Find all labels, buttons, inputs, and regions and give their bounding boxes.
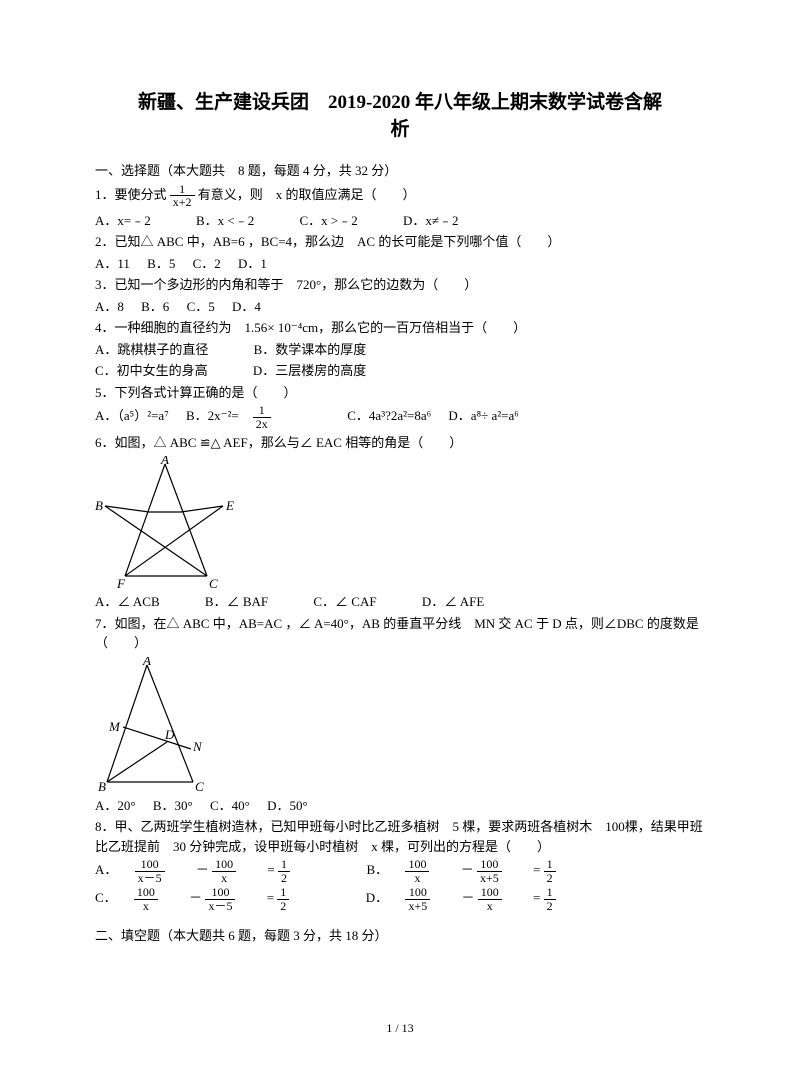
question-1: 1．要使分式 1 x+2 有意义，则 x 的取值应满足（ ） — [95, 183, 705, 209]
q7-opt-a: A．20° — [95, 798, 136, 813]
q5-opt-b: B．2x⁻²=12x — [186, 408, 302, 423]
svg-text:A: A — [160, 456, 169, 467]
svg-text:F: F — [116, 576, 126, 588]
q1-text-a: 1．要使分式 — [95, 187, 170, 202]
page-footer: 1 / 13 — [0, 1019, 800, 1037]
svg-text:C: C — [209, 576, 218, 588]
q4-opt-d: D．三层楼房的高度 — [253, 363, 366, 378]
q7-options: A．20° B．30° C．40° D．50° — [95, 796, 705, 816]
q6-options: A．∠ ACB B．∠ BAF C．∠ CAF D．∠ AFE — [95, 592, 705, 612]
svg-text:C: C — [195, 779, 204, 792]
q2-opt-d: D．1 — [238, 256, 267, 271]
q3-opt-b: B．6 — [141, 299, 169, 314]
svg-text:A: A — [142, 657, 151, 668]
q2-opt-b: B．5 — [147, 256, 175, 271]
question-2: 2．已知△ ABC 中，AB=6 ，BC=4，那么边 AC 的长可能是下列哪个值… — [95, 232, 705, 252]
q8-opt-c: C． 100x － 100x－5 = 12 — [95, 890, 321, 905]
q1-text-b: 有意义，则 x 的取值应满足（ ） — [198, 187, 416, 202]
figure-triangle: A M D N B C — [95, 657, 215, 792]
svg-text:B: B — [95, 498, 103, 513]
q6-opt-b: B．∠ BAF — [205, 594, 268, 609]
q8-opt-a: A． 100x－5 － 100x = 12 — [95, 862, 321, 877]
q3-opt-c: C．5 — [187, 299, 215, 314]
section-2-heading: 二、填空题（本大题共 6 题，每题 3 分，共 18 分） — [95, 926, 705, 946]
svg-text:D: D — [164, 727, 175, 742]
q4-opt-a: A．跳棋棋子的直径 — [95, 342, 208, 357]
question-6: 6．如图，△ ABC ≌△ AEF，那么与∠ EAC 相等的角是（ ） — [95, 433, 705, 453]
q8-options-row2: C． 100x － 100x－5 = 12 D． 100x+5 － 100x =… — [95, 886, 705, 912]
title-line2: 析 — [390, 119, 409, 140]
q8-opt-b: B． 100x － 100x+5 = 12 — [367, 862, 584, 877]
q1-fraction: 1 x+2 — [170, 183, 195, 209]
q7-opt-b: B．30° — [153, 798, 193, 813]
q5-opt-a: A．（a⁵）²=a⁷ — [95, 408, 169, 423]
q4-options-row2: C．初中女生的身高 D．三层楼房的高度 — [95, 361, 705, 381]
q2-opt-c: C．2 — [193, 256, 221, 271]
q3-opt-d: D．4 — [232, 299, 261, 314]
page-title: 新疆、生产建设兵团 2019-2020 年八年级上期末数学试卷含解 析 — [95, 90, 705, 143]
question-3: 3．已知一个多边形的内角和等于 720°，那么它的边数为（ ） — [95, 275, 705, 295]
q4-options-row1: A．跳棋棋子的直径 B．数学课本的厚度 — [95, 340, 705, 360]
q5-opt-d: D．a⁸÷ a²=a⁶ — [448, 408, 518, 423]
q3-options: A．8 B．6 C．5 D．4 — [95, 297, 705, 317]
q8-opt-d: D． 100x+5 － 100x = 12 — [366, 890, 584, 905]
svg-text:M: M — [108, 719, 121, 734]
q6-opt-a: A．∠ ACB — [95, 594, 160, 609]
figure-star: A B E F C — [95, 456, 245, 588]
question-7: 7．如图，在△ ABC 中，AB=AC ，∠ A=40°，AB 的垂直平分线 M… — [95, 614, 705, 653]
question-4: 4．一种细胞的直径约为 1.56× 10⁻⁴cm，那么它的一百万倍相当于（ ） — [95, 318, 705, 338]
q2-options: A．11 B．5 C．2 D．1 — [95, 254, 705, 274]
question-8: 8．甲、乙两班学生植树造林，已知甲班每小时比乙班多植树 5 棵，要求两班各植树木… — [95, 817, 705, 856]
q1-options: A．x=﹣2 B．x <﹣2 C．x >﹣2 D．x≠﹣2 — [95, 211, 705, 231]
q7-opt-d: D．50° — [267, 798, 308, 813]
q4-opt-c: C．初中女生的身高 — [95, 363, 208, 378]
q4-opt-b: B．数学课本的厚度 — [254, 342, 367, 357]
q3-opt-a: A．8 — [95, 299, 124, 314]
q6-opt-d: D．∠ AFE — [422, 594, 484, 609]
q1-opt-b: B．x <﹣2 — [196, 213, 254, 228]
svg-text:N: N — [192, 739, 203, 754]
q6-opt-c: C．∠ CAF — [313, 594, 376, 609]
q1-opt-a: A．x=﹣2 — [95, 213, 151, 228]
q5-options: A．（a⁵）²=a⁷ B．2x⁻²=12x C．4a³?2a²=8a⁶ D．a⁸… — [95, 404, 705, 430]
question-5: 5．下列各式计算正确的是（ ） — [95, 383, 705, 403]
q1-opt-d: D．x≠﹣2 — [403, 213, 459, 228]
q5-b-fraction: 12x — [253, 404, 285, 430]
q5-opt-c: C．4a³?2a²=8a⁶ — [347, 408, 431, 423]
svg-text:B: B — [98, 779, 106, 792]
q8-options-row1: A． 100x－5 － 100x = 12 B． 100x － 100x+5 =… — [95, 858, 705, 884]
svg-text:E: E — [225, 498, 234, 513]
q1-opt-c: C．x >﹣2 — [300, 213, 358, 228]
title-line1: 新疆、生产建设兵团 2019-2020 年八年级上期末数学试卷含解 — [138, 92, 662, 113]
section-1-heading: 一、选择题（本大题共 8 题，每题 4 分，共 32 分） — [95, 161, 705, 181]
q7-opt-c: C．40° — [210, 798, 250, 813]
q2-opt-a: A．11 — [95, 256, 130, 271]
